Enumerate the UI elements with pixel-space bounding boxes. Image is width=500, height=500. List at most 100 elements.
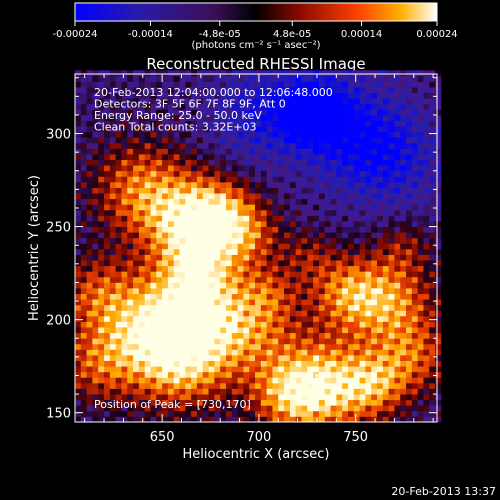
- heatmap-cell: [214, 165, 221, 172]
- heatmap-cell: [284, 193, 291, 200]
- colorbar-tick-label: -0.00014: [128, 29, 173, 40]
- heatmap-cell: [220, 388, 227, 395]
- heatmap-cell: [411, 394, 419, 401]
- heatmap-cell: [376, 221, 384, 227]
- heatmap-cell: [435, 114, 442, 121]
- heatmap-cell: [295, 154, 302, 160]
- heatmap-cell: [156, 338, 163, 345]
- heatmap-cell: [295, 221, 302, 227]
- heatmap-cell: [336, 209, 343, 216]
- heatmap-cell: [289, 142, 297, 149]
- heatmap-cell: [365, 103, 372, 110]
- heatmap-cell: [278, 176, 285, 183]
- heatmap-cell: [127, 405, 134, 412]
- heatmap-cell: [202, 209, 209, 216]
- heatmap-cell: [411, 377, 419, 384]
- heatmap-cell: [359, 271, 366, 278]
- heatmap-cell: [133, 243, 140, 250]
- heatmap-cell: [289, 165, 297, 172]
- heatmap-cell: [115, 170, 122, 177]
- heatmap-cell: [284, 221, 291, 227]
- heatmap-cell: [353, 405, 360, 412]
- heatmap-cell: [423, 394, 430, 401]
- heatmap-cell: [167, 310, 175, 317]
- heatmap-cell: [371, 148, 378, 155]
- heatmap-cell: [167, 265, 175, 272]
- heatmap-cell: [231, 226, 239, 233]
- heatmap-cell: [92, 103, 99, 110]
- heatmap-cell: [80, 254, 88, 261]
- heatmap-cell: [115, 360, 122, 367]
- heatmap-cell: [243, 154, 250, 160]
- heatmap-cell: [411, 276, 419, 283]
- heatmap-cell: [347, 282, 355, 289]
- heatmap-cell: [173, 109, 180, 116]
- heatmap-cell: [127, 131, 134, 138]
- heatmap-cell: [313, 248, 320, 255]
- heatmap-cell: [249, 248, 256, 255]
- heatmap-cell: [220, 204, 227, 211]
- heatmap-cell: [214, 282, 221, 289]
- heatmap-cell: [388, 215, 395, 222]
- heatmap-cell: [115, 243, 122, 250]
- heatmap-cell: [266, 98, 273, 105]
- heatmap-cell: [86, 215, 93, 222]
- heatmap-cell: [162, 103, 169, 110]
- heatmap-cell: [249, 75, 256, 82]
- heatmap-cell: [435, 371, 442, 378]
- heatmap-cell: [295, 170, 302, 177]
- heatmap-cell: [214, 170, 221, 177]
- heatmap-cell: [138, 288, 146, 294]
- heatmap-cell: [202, 315, 209, 322]
- heatmap-cell: [104, 399, 111, 406]
- heatmap-cell: [336, 103, 343, 110]
- heatmap-cell: [127, 265, 134, 272]
- heatmap-cell: [127, 293, 134, 300]
- heatmap-cell: [80, 388, 88, 395]
- heatmap-cell: [214, 293, 221, 300]
- heatmap-cell: [121, 165, 128, 172]
- heatmap-cell: [144, 114, 151, 121]
- heatmap-cell: [406, 131, 413, 138]
- heatmap-cell: [295, 215, 302, 222]
- heatmap-cell: [179, 165, 186, 172]
- heatmap-cell: [347, 87, 355, 94]
- heatmap-cell: [382, 176, 390, 183]
- heatmap-cell: [266, 371, 273, 378]
- heatmap-cell: [272, 343, 279, 350]
- heatmap-cell: [127, 148, 134, 155]
- heatmap-cell: [127, 114, 134, 121]
- heatmap-cell: [371, 142, 378, 149]
- heatmap-cell: [388, 355, 395, 361]
- heatmap-cell: [382, 293, 390, 300]
- heatmap-cell: [121, 399, 128, 406]
- heatmap-cell: [98, 209, 105, 216]
- heatmap-cell: [75, 209, 82, 216]
- heatmap-cell: [342, 181, 349, 188]
- heatmap-cell: [127, 170, 134, 177]
- heatmap-cell: [295, 187, 302, 194]
- heatmap-cell: [243, 310, 250, 317]
- heatmap-cell: [400, 92, 407, 99]
- heatmap-cell: [266, 405, 273, 412]
- heatmap-cell: [179, 137, 186, 144]
- heatmap-cell: [202, 159, 209, 166]
- heatmap-cell: [231, 70, 239, 77]
- heatmap-cell: [289, 120, 297, 127]
- heatmap-cell: [156, 226, 163, 233]
- heatmap-cell: [208, 154, 215, 160]
- heatmap-cell: [196, 103, 204, 110]
- heatmap-cell: [400, 338, 407, 345]
- heatmap-cell: [231, 92, 239, 99]
- heatmap-cell: [382, 126, 390, 133]
- heatmap-cell: [347, 410, 355, 417]
- heatmap-cell: [394, 254, 401, 261]
- heatmap-cell: [417, 299, 424, 306]
- heatmap-cell: [359, 315, 366, 322]
- heatmap-cell: [191, 327, 198, 334]
- heatmap-cell: [353, 338, 360, 345]
- heatmap-cell: [243, 377, 250, 384]
- heatmap-cell: [417, 410, 424, 417]
- heatmap-cell: [104, 103, 111, 110]
- heatmap-cell: [324, 187, 331, 194]
